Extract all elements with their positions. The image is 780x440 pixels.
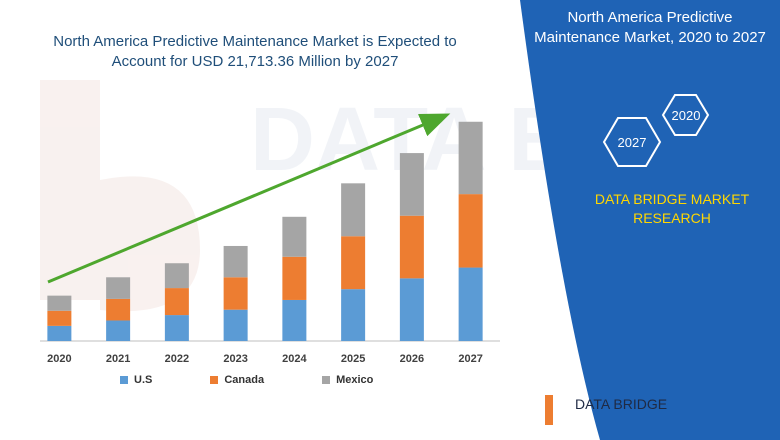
- bar-us-2026: [399, 278, 424, 341]
- bar-canada-2022: [164, 288, 189, 316]
- bars-group: [47, 121, 483, 341]
- bar-us-2027: [458, 267, 483, 341]
- legend-swatch-mexico: [322, 376, 331, 384]
- legend-swatch-us: [120, 376, 128, 384]
- legend-item-us: U.S: [120, 374, 152, 386]
- x-tick-2027: 2027: [458, 353, 482, 365]
- bar-canada-2023: [223, 277, 248, 310]
- bar-us-2025: [341, 289, 366, 341]
- sidebar-title-line1: North America Predictive: [567, 9, 733, 26]
- bar-us-2021: [106, 320, 131, 341]
- bar-mexico-2024: [282, 216, 307, 257]
- hexagon-2020: [661, 94, 710, 136]
- company-name: DATA BRIDGE MARKET RESEARCH: [572, 190, 772, 228]
- logo-text: DATA BRIDGE: [575, 396, 667, 412]
- bar-mexico-2020: [47, 295, 72, 311]
- bar-us-2022: [164, 315, 189, 341]
- bar-mexico-2025: [341, 183, 366, 237]
- x-tick-2023: 2023: [223, 353, 247, 365]
- company-line2: RESEARCH: [633, 210, 711, 226]
- bar-canada-2025: [341, 236, 366, 290]
- legend-item-mexico: Mexico: [322, 374, 373, 386]
- tick-labels-group: 2020 2021 2022 2023 2024 2025 2026 2027: [47, 353, 483, 365]
- trend-arrow: [47, 113, 451, 284]
- chart-title-line2: Account for USD 21,713.36 Million by 202…: [111, 53, 399, 70]
- legend-label-canada: Canada: [224, 374, 265, 386]
- bar-us-2020: [47, 325, 72, 341]
- bar-mexico-2026: [399, 153, 424, 216]
- bar-us-2024: [282, 299, 307, 341]
- hexagon-2027: [602, 117, 662, 167]
- bar-canada-2026: [399, 215, 424, 279]
- sidebar-title-line2: Maintenance Market, 2020 to 2027: [534, 29, 766, 46]
- chart-title-line1: North America Predictive Maintenance Mar…: [53, 33, 457, 50]
- x-tick-2022: 2022: [165, 353, 189, 365]
- sidebar-title: North America Predictive Maintenance Mar…: [525, 8, 775, 48]
- legend-item-canada: Canada: [210, 374, 264, 386]
- logo: DATA BRIDGE: [545, 395, 667, 426]
- bar-canada-2021: [106, 298, 131, 321]
- legend: U.S Canada Mexico: [120, 374, 373, 386]
- bar-us-2023: [223, 309, 248, 341]
- x-tick-2026: 2026: [400, 353, 424, 365]
- x-tick-2024: 2024: [282, 353, 307, 365]
- bar-canada-2020: [47, 310, 72, 326]
- bar-mexico-2023: [223, 245, 248, 278]
- hex-2027-label: 2027: [618, 135, 647, 150]
- chart-title: North America Predictive Maintenance Mar…: [30, 32, 480, 72]
- x-tick-2025: 2025: [341, 353, 365, 365]
- x-tick-2021: 2021: [106, 353, 130, 365]
- hex-2020-label: 2020: [672, 108, 701, 123]
- bar-canada-2024: [282, 256, 307, 300]
- company-line1: DATA BRIDGE MARKET: [594, 191, 750, 207]
- x-tick-2020: 2020: [47, 353, 71, 365]
- sidebar-panel: [520, 0, 780, 440]
- bar-mexico-2022: [164, 263, 189, 289]
- bar-canada-2027: [458, 194, 483, 268]
- legend-label-us: U.S: [134, 374, 153, 386]
- bar-mexico-2021: [106, 277, 131, 299]
- legend-swatch-canada: [210, 376, 219, 384]
- bar-mexico-2027: [458, 121, 483, 195]
- legend-label-mexico: Mexico: [336, 374, 374, 386]
